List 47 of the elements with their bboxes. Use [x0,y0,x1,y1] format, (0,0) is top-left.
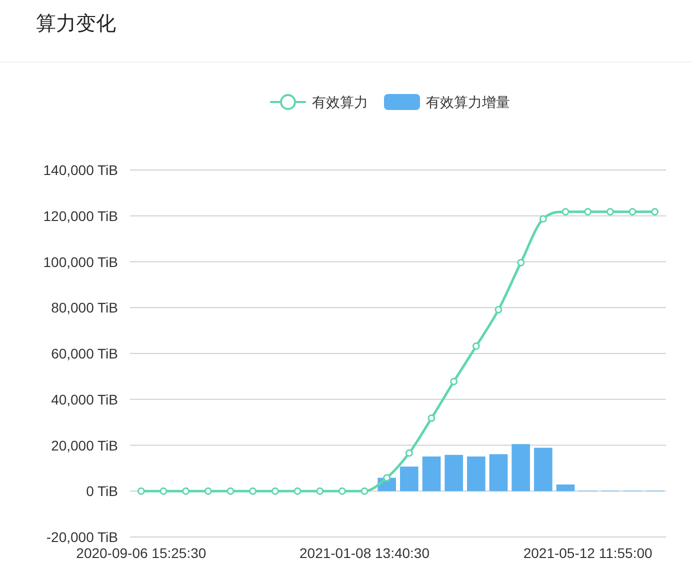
point [249,487,257,495]
point [226,487,234,495]
y-tick-label: 140,000 TiB [43,162,118,178]
y-tick-label: 0 TiB [86,483,118,500]
point [316,487,324,495]
x-tick-label: 2021-05-12 11:55:00 [523,545,653,561]
point [628,208,636,216]
point [137,487,145,495]
y-tick-label: -20,000 TiB [46,529,118,545]
point [360,487,368,495]
point [606,208,614,216]
bar [444,454,463,492]
bar [467,456,486,492]
bar [400,466,418,492]
bar [534,448,552,492]
point [539,215,547,223]
point [517,258,525,266]
bar [489,454,508,492]
bar [422,456,441,492]
point [428,414,436,422]
y-tick-label: 80,000 TiB [51,300,118,316]
point [494,306,502,314]
point [472,342,480,350]
point [204,487,212,495]
y-tick-label: 100,000 TiB [43,254,118,270]
point [562,208,570,216]
bar [512,444,530,492]
bar [556,484,575,492]
point [338,487,346,495]
y-tick-label: 40,000 TiB [51,391,118,408]
x-tick-label: 2021-01-08 13:40:30 [300,545,430,561]
point [182,487,190,495]
point [405,449,413,457]
y-tick-label: 60,000 TiB [51,346,118,362]
point [584,208,592,216]
point [271,487,279,495]
legend-label: 有效算力增量 [426,94,510,110]
y-tick-label: 120,000 TiB [43,208,118,224]
title: 算力变化 [36,13,116,35]
x-tick-label: 2020-09-06 15:25:30 [76,545,206,561]
point [450,378,458,386]
y-tick-label: 20,000 TiB [51,437,118,454]
point [383,474,391,482]
point [294,487,302,495]
point [651,208,659,216]
point [160,487,168,495]
legend-label: 有效算力 [312,94,368,110]
